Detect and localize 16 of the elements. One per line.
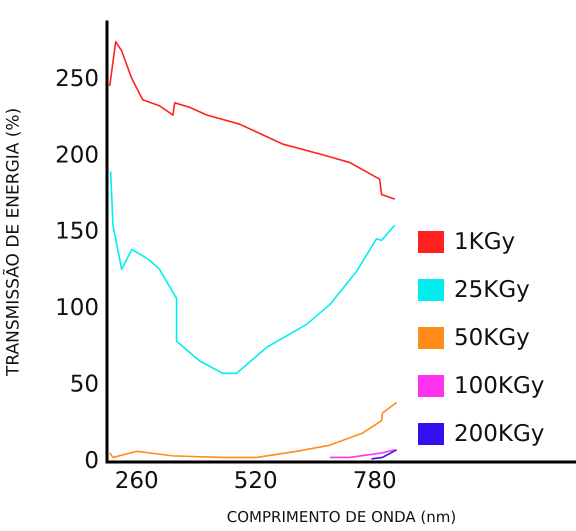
y-tick-label: 0 (84, 448, 99, 474)
y-axis-title: TRANSMISSÃO DE ENERGIA (%) (2, 108, 24, 378)
legend-label: 1KGy (454, 229, 516, 255)
x-tick-label: 520 (234, 468, 278, 494)
y-tick-label: 200 (55, 142, 99, 168)
y-tick-label: 150 (55, 218, 99, 245)
legend-label: 200KGy (454, 421, 544, 447)
x-axis-title: COMPRIMENTO DE ONDA (nm) (226, 508, 456, 526)
legend-label: 100KGy (454, 373, 544, 399)
x-tick-label: 780 (352, 468, 397, 494)
x-tick-label: 260 (114, 468, 159, 494)
y-tick-label: 250 (55, 66, 99, 92)
legend-label: 25KGy (454, 277, 530, 303)
legend-label: 50KGy (454, 325, 530, 351)
y-tick-label: 100 (55, 295, 99, 322)
y-tick-label: 50 (70, 372, 99, 398)
